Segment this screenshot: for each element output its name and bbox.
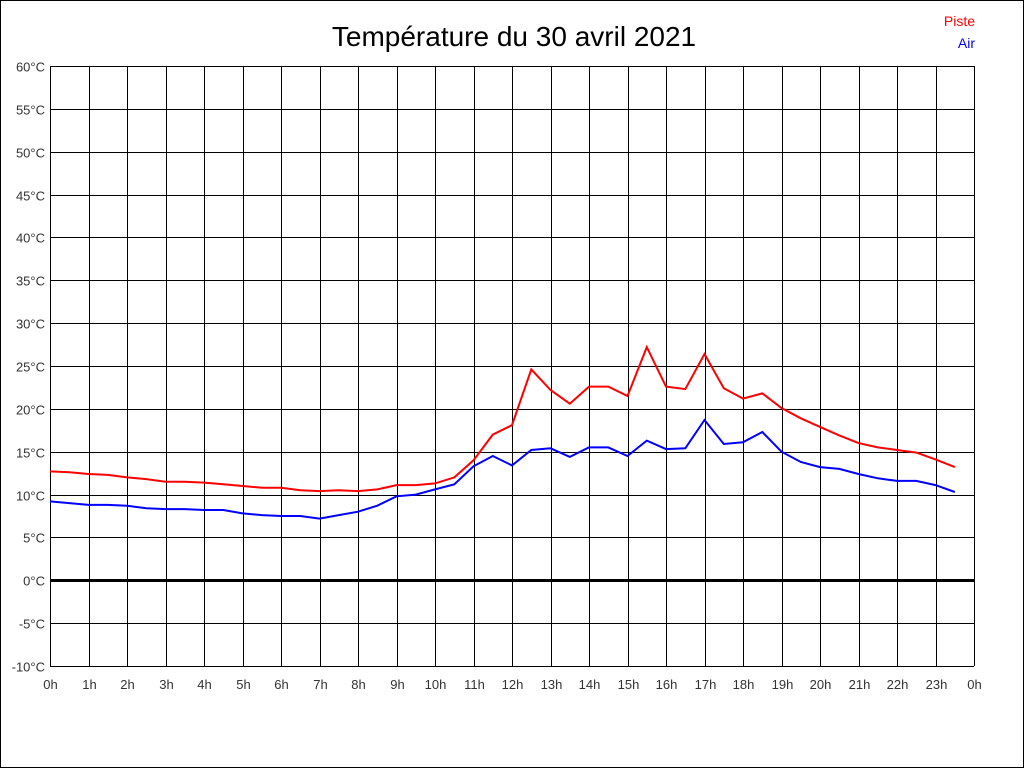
x-tick-label: 1h — [82, 677, 96, 692]
x-tick-label: 2h — [120, 677, 134, 692]
x-tick-label: 0h — [43, 677, 57, 692]
x-tick-label: 19h — [772, 677, 794, 692]
y-tick-label: 10°C — [16, 489, 45, 504]
x-tick-label: 6h — [274, 677, 288, 692]
x-tick-label: 14h — [579, 677, 601, 692]
y-tick-label: 60°C — [16, 60, 45, 75]
series-lines — [49, 344, 956, 520]
series-line-air — [49, 418, 956, 520]
legend-item-piste: Piste — [944, 13, 975, 29]
y-tick-label: 30°C — [16, 317, 45, 332]
x-tick-label: 21h — [849, 677, 871, 692]
x-tick-label: 11h — [464, 677, 485, 692]
grid — [50, 66, 975, 667]
x-tick-label: 23h — [926, 677, 948, 692]
y-tick-label: 50°C — [16, 146, 45, 161]
x-tick-label: 13h — [541, 677, 563, 692]
x-tick-label: 10h — [425, 677, 447, 692]
y-tick-label: 5°C — [23, 531, 45, 546]
x-tick-label: 17h — [695, 677, 717, 692]
tick-labels: -10°C -5°C 0°C 5°C 10°C 15°C 20°C 25°C 30°C 35°C 4… — [12, 60, 982, 693]
x-tick-label: 9h — [390, 677, 404, 692]
y-tick-label: 15°C — [16, 446, 45, 461]
x-tick-label: 4h — [197, 677, 211, 692]
y-tick-label: 25°C — [16, 360, 45, 375]
y-tick-label: 55°C — [16, 103, 45, 118]
y-tick-label: 40°C — [16, 231, 45, 246]
y-tick-label: 45°C — [16, 189, 45, 204]
x-tick-label: 16h — [656, 677, 678, 692]
chart-title: Température du 30 avril 2021 — [332, 21, 696, 52]
legend: Piste Air — [944, 13, 975, 51]
y-tick-label: -5°C — [19, 617, 45, 632]
y-tick-label: 20°C — [16, 403, 45, 418]
x-tick-label: 22h — [887, 677, 909, 692]
x-tick-label: 7h — [313, 677, 327, 692]
y-tick-label: 0°C — [23, 574, 45, 589]
x-tick-label: 12h — [502, 677, 524, 692]
x-tick-label: 3h — [159, 677, 173, 692]
series-line-piste — [49, 344, 956, 493]
x-tick-label: 0h — [967, 677, 981, 692]
x-tick-label: 8h — [351, 677, 365, 692]
x-tick-label: 5h — [236, 677, 250, 692]
legend-item-air: Air — [958, 35, 975, 51]
x-tick-label: 20h — [810, 677, 832, 692]
x-tick-label: 18h — [733, 677, 755, 692]
x-tick-label: 15h — [618, 677, 640, 692]
y-tick-label: 35°C — [16, 274, 45, 289]
y-tick-label: -10°C — [12, 660, 45, 675]
